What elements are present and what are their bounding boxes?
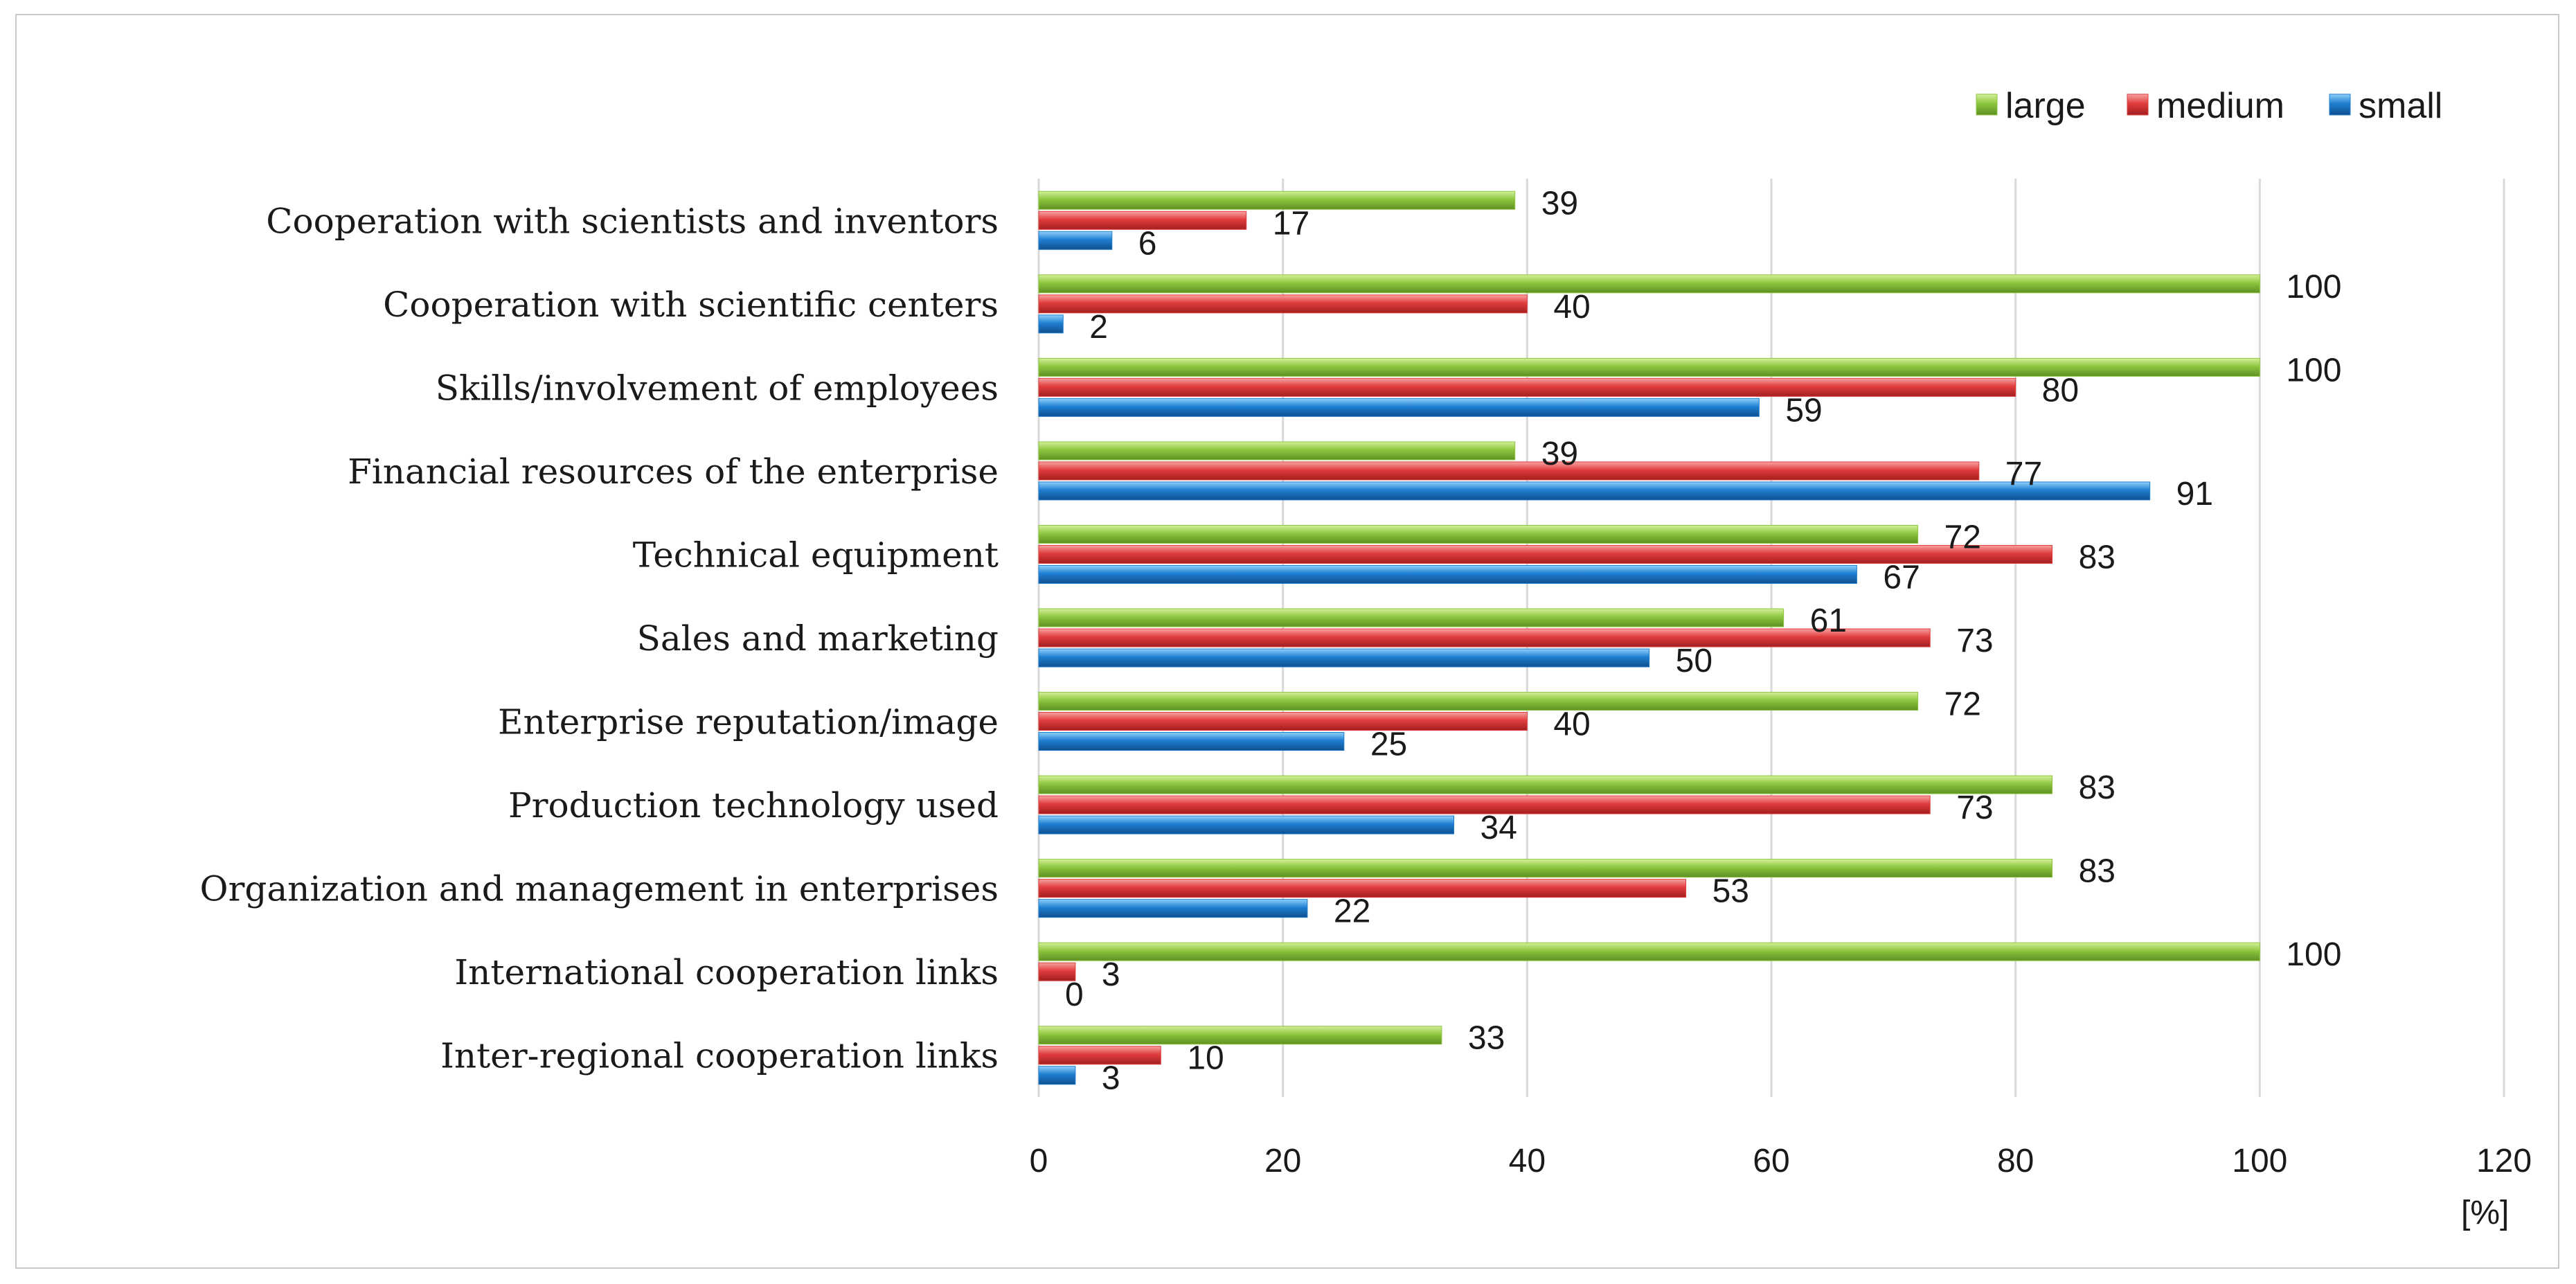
category-label: Cooperation with scientists and inventor… xyxy=(266,201,999,241)
bar-medium xyxy=(1038,879,1687,898)
bar-medium xyxy=(1038,712,1528,731)
category-label: Financial resources of the enterprise xyxy=(348,452,999,492)
bar-small xyxy=(1038,481,2151,501)
data-label-medium: 77 xyxy=(2005,456,2042,492)
legend-swatch-large xyxy=(1976,93,1998,116)
data-label-small: 6 xyxy=(1138,225,1157,262)
data-label-small: 34 xyxy=(1481,810,1517,846)
bar-small xyxy=(1038,899,1308,918)
data-label-medium: 17 xyxy=(1273,205,1309,242)
category-label: Enterprise reputation/image xyxy=(498,702,999,742)
bar-large xyxy=(1038,190,1516,210)
bar-large xyxy=(1038,859,2053,878)
bar-small xyxy=(1038,314,1064,334)
category-label: Technical equipment xyxy=(633,535,999,575)
category-label: International cooperation links xyxy=(454,952,999,992)
bar-medium xyxy=(1038,544,2053,564)
data-label-small: 0 xyxy=(1065,977,1084,1013)
bar-small xyxy=(1038,398,1760,417)
bar-medium xyxy=(1038,294,1528,314)
legend-swatch-small xyxy=(2329,93,2351,116)
bar-medium xyxy=(1038,962,1076,981)
bar-large xyxy=(1038,942,2260,961)
data-label-medium: 80 xyxy=(2042,372,2079,409)
bar-large xyxy=(1038,274,2260,294)
x-tick-label: 60 xyxy=(1753,1143,1789,1179)
data-labels: 3917610040210080593977917283676173507240… xyxy=(1065,185,2341,1096)
data-label-small: 2 xyxy=(1089,309,1108,346)
data-label-small: 91 xyxy=(2176,476,2213,512)
data-label-medium: 73 xyxy=(1956,790,1993,826)
x-tick-label: 120 xyxy=(2476,1143,2532,1179)
bars xyxy=(1038,190,2260,1085)
data-label-large: 61 xyxy=(1810,603,1847,639)
bar-medium xyxy=(1038,795,1931,814)
data-label-large: 39 xyxy=(1541,436,1578,472)
bar-small xyxy=(1038,231,1113,250)
bar-large xyxy=(1038,441,1516,461)
x-tick-label: 100 xyxy=(2232,1143,2287,1179)
data-label-small: 67 xyxy=(1883,559,1920,596)
bar-small xyxy=(1038,648,1650,668)
bar-large xyxy=(1038,692,1919,711)
category-label: Production technology used xyxy=(508,785,999,826)
data-label-large: 83 xyxy=(2079,769,2116,806)
bar-medium xyxy=(1038,1046,1161,1065)
bar-medium xyxy=(1038,211,1247,230)
data-label-small: 50 xyxy=(1676,643,1712,679)
bar-large xyxy=(1038,608,1785,627)
data-label-large: 72 xyxy=(1944,686,1981,723)
category-label: Organization and management in enterpris… xyxy=(199,869,999,909)
legend-label-large: large xyxy=(2005,86,2086,126)
x-tick-label: 20 xyxy=(1264,1143,1301,1179)
bar-small xyxy=(1038,732,1345,751)
data-label-medium: 83 xyxy=(2079,539,2116,576)
data-label-large: 100 xyxy=(2286,936,2341,973)
bar-small xyxy=(1038,815,1455,835)
x-axis-ticks: 0 20 40 60 80 100 120 xyxy=(1030,1143,2532,1179)
legend-label-medium: medium xyxy=(2156,86,2284,126)
category-label: Sales and marketing xyxy=(637,618,999,659)
bar-medium xyxy=(1038,461,1980,481)
bar-large xyxy=(1038,357,2260,377)
category-labels: Cooperation with scientists and inventor… xyxy=(199,201,999,1076)
data-label-small: 3 xyxy=(1102,1060,1120,1097)
data-label-large: 33 xyxy=(1468,1020,1505,1057)
x-axis-unit-label: [%] xyxy=(2461,1195,2509,1231)
data-label-medium: 10 xyxy=(1187,1040,1224,1077)
data-label-medium: 53 xyxy=(1712,873,1749,910)
bar-small xyxy=(1038,564,1857,584)
data-label-medium: 73 xyxy=(1956,623,1993,659)
bar-medium xyxy=(1038,628,1931,648)
category-label: Inter-regional cooperation links xyxy=(440,1036,999,1076)
bar-large xyxy=(1038,524,1919,544)
x-tick-label: 0 xyxy=(1030,1143,1048,1179)
data-label-medium: 3 xyxy=(1102,956,1120,993)
category-label: Cooperation with scientific centers xyxy=(383,285,999,325)
data-label-medium: 40 xyxy=(1553,706,1590,743)
data-label-large: 83 xyxy=(2079,853,2116,890)
bar-chart: 3917610040210080593977917283676173507240… xyxy=(199,86,2532,1231)
legend: large medium small xyxy=(1976,86,2442,126)
data-label-small: 22 xyxy=(1334,893,1370,930)
data-label-small: 25 xyxy=(1370,726,1407,763)
x-tick-label: 80 xyxy=(1997,1143,2034,1179)
legend-label-small: small xyxy=(2359,86,2442,126)
data-label-large: 100 xyxy=(2286,269,2341,305)
bar-small xyxy=(1038,1066,1076,1085)
data-label-large: 39 xyxy=(1541,185,1578,222)
bar-large xyxy=(1038,1026,1442,1045)
legend-swatch-medium xyxy=(2127,93,2149,116)
data-label-large: 72 xyxy=(1944,519,1981,555)
data-label-large: 100 xyxy=(2286,352,2341,389)
data-label-medium: 40 xyxy=(1553,289,1590,326)
chart-frame: 39 17 6 100 40 2 100 80 59 39 77 91 72 83 67 61 73 50 72 40… xyxy=(15,14,2559,1269)
bar-medium xyxy=(1038,377,2016,397)
data-label-small: 59 xyxy=(1785,392,1822,429)
category-label: Skills/involvement of employees xyxy=(436,368,999,408)
x-tick-label: 40 xyxy=(1509,1143,1546,1179)
bar-large xyxy=(1038,775,2053,794)
